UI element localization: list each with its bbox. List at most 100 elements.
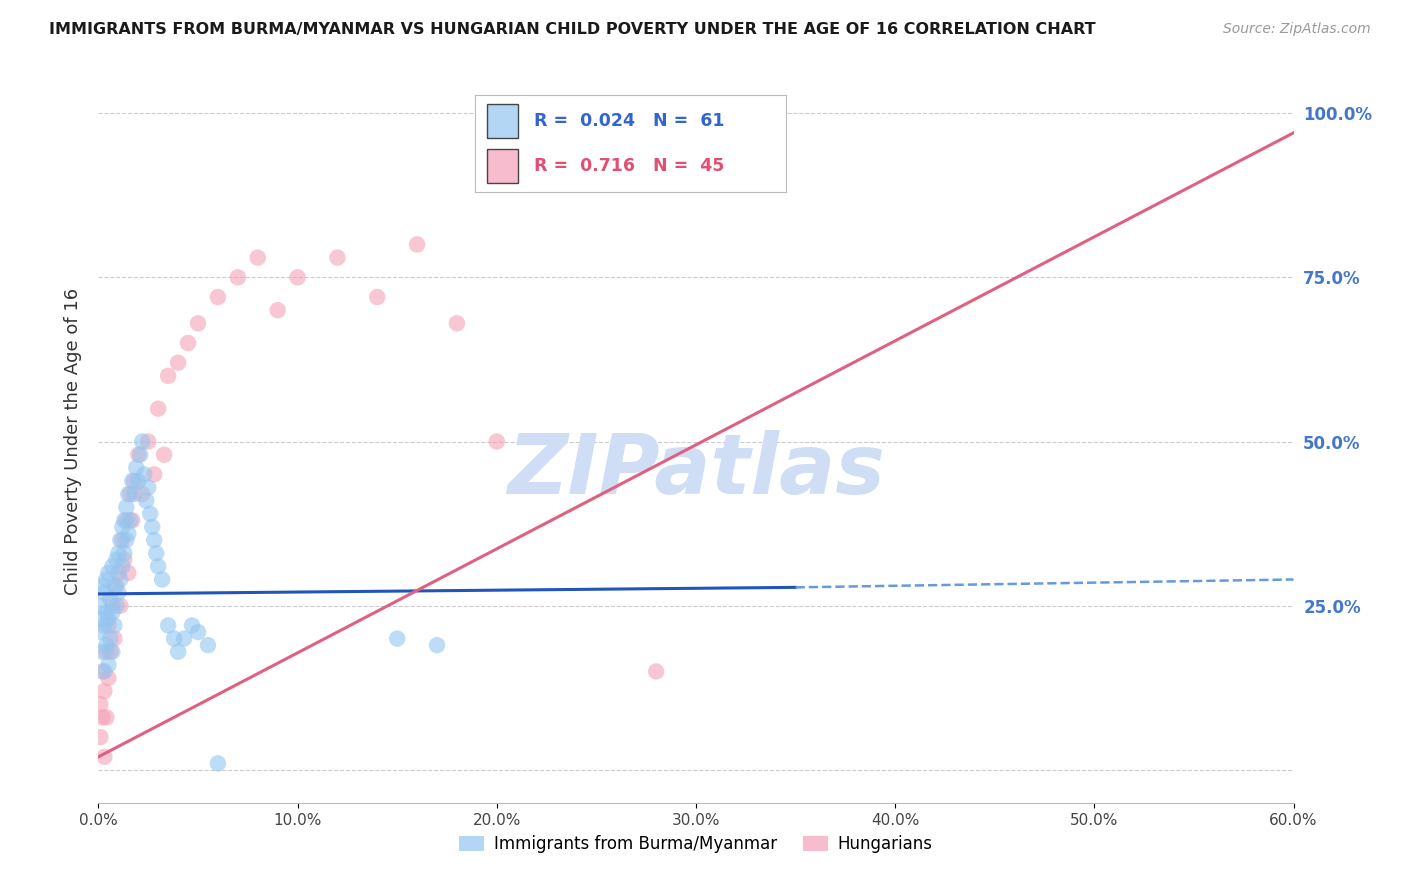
Point — [97, 618, 120, 632]
Point — [101, 605, 124, 619]
Point — [246, 251, 269, 265]
Point — [101, 645, 124, 659]
Point — [134, 467, 156, 482]
Point — [136, 481, 159, 495]
Point — [110, 533, 132, 547]
Point — [101, 559, 124, 574]
Point — [101, 599, 124, 613]
Point — [645, 665, 668, 679]
Point — [107, 566, 129, 580]
Point — [96, 573, 118, 587]
Point — [267, 303, 290, 318]
Point — [197, 638, 219, 652]
Point — [148, 401, 170, 416]
Point — [131, 434, 153, 449]
Point — [103, 579, 125, 593]
Point — [131, 487, 153, 501]
Point — [148, 559, 170, 574]
Point — [96, 645, 118, 659]
Point — [91, 612, 114, 626]
Point — [115, 513, 138, 527]
Point — [107, 585, 129, 599]
Point — [89, 599, 111, 613]
Point — [112, 513, 135, 527]
Point — [117, 487, 139, 501]
Point — [93, 618, 115, 632]
Point — [91, 665, 114, 679]
Point — [103, 632, 125, 646]
Point — [121, 474, 143, 488]
Point — [93, 684, 115, 698]
Point — [406, 237, 429, 252]
Point — [446, 316, 468, 330]
Point — [157, 368, 180, 383]
Point — [105, 553, 128, 567]
Point — [145, 546, 167, 560]
Point — [97, 566, 120, 580]
Point — [111, 533, 134, 547]
Point — [139, 507, 162, 521]
Point — [207, 290, 229, 304]
Point — [105, 579, 128, 593]
Point — [110, 573, 132, 587]
Legend: Immigrants from Burma/Myanmar, Hungarians: Immigrants from Burma/Myanmar, Hungarian… — [453, 828, 939, 860]
Point — [226, 270, 249, 285]
Point — [326, 251, 349, 265]
Point — [89, 730, 111, 744]
Point — [91, 645, 114, 659]
Point — [112, 553, 135, 567]
Point — [385, 632, 409, 646]
Text: ZIPatlas: ZIPatlas — [508, 430, 884, 511]
Point — [167, 356, 190, 370]
Point — [91, 710, 114, 724]
Point — [107, 546, 129, 560]
Point — [111, 520, 134, 534]
Point — [125, 460, 148, 475]
Point — [105, 599, 128, 613]
Point — [181, 618, 204, 632]
Point — [89, 698, 111, 712]
Point — [167, 645, 190, 659]
Point — [97, 657, 120, 672]
Point — [93, 665, 115, 679]
Point — [93, 585, 115, 599]
Point — [565, 139, 588, 153]
Point — [91, 579, 114, 593]
Point — [97, 612, 120, 626]
Point — [136, 434, 159, 449]
Point — [127, 448, 149, 462]
Point — [111, 559, 134, 574]
Point — [96, 638, 118, 652]
Point — [115, 533, 138, 547]
Point — [173, 632, 195, 646]
Point — [98, 645, 122, 659]
Point — [124, 474, 146, 488]
Point — [93, 749, 115, 764]
Point — [187, 316, 209, 330]
Point — [129, 448, 152, 462]
Point — [89, 625, 111, 640]
Point — [110, 599, 132, 613]
Point — [143, 467, 166, 482]
Point — [157, 618, 180, 632]
Point — [207, 756, 229, 771]
Point — [121, 513, 143, 527]
Point — [163, 632, 186, 646]
Point — [120, 487, 142, 501]
Point — [97, 671, 120, 685]
Point — [141, 520, 163, 534]
Point — [143, 533, 166, 547]
Point — [153, 448, 176, 462]
Point — [117, 566, 139, 580]
Point — [287, 270, 309, 285]
Y-axis label: Child Poverty Under the Age of 16: Child Poverty Under the Age of 16 — [63, 288, 82, 595]
Point — [135, 493, 157, 508]
Point — [98, 632, 122, 646]
Point — [150, 573, 173, 587]
Point — [98, 592, 122, 607]
Point — [103, 618, 125, 632]
Point — [426, 638, 449, 652]
Point — [115, 500, 138, 515]
Point — [96, 605, 118, 619]
Point — [366, 290, 388, 304]
